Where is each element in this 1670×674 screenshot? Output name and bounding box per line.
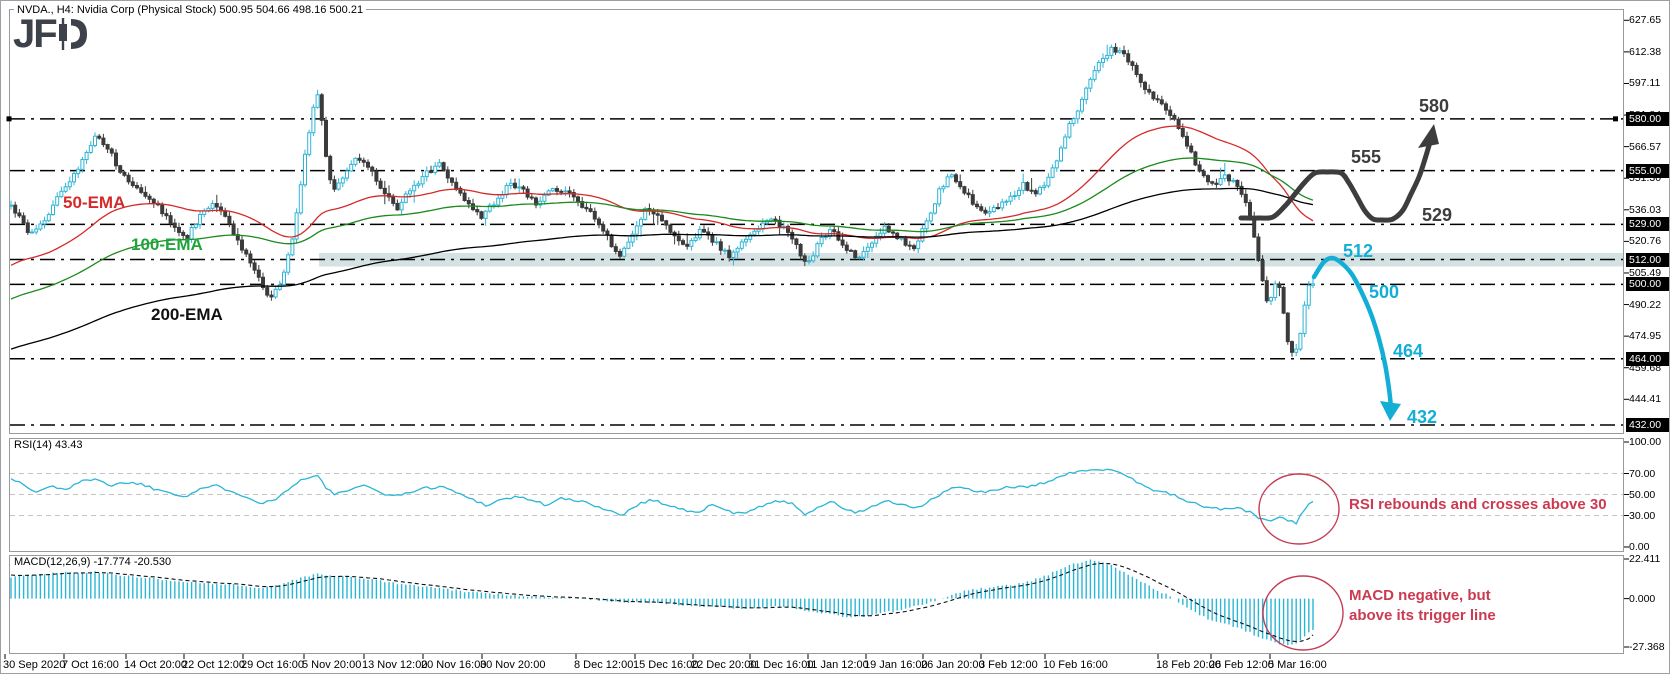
bearish-decline-arrow bbox=[1311, 255, 1394, 410]
logo-text-jf: JF bbox=[13, 12, 58, 56]
ema-lines-layer bbox=[10, 125, 1314, 350]
trendline-handle-right[interactable] bbox=[1613, 116, 1618, 122]
rsi-axis-tick: 100.00 bbox=[1629, 436, 1662, 448]
bullish-projection-arrowhead bbox=[1418, 124, 1439, 148]
macd-axis-tick: -27.368 bbox=[1629, 641, 1665, 653]
macd-axis-tick: 22.411 bbox=[1629, 553, 1661, 565]
x-axis-label: 22 Dec 20:00 bbox=[691, 659, 757, 671]
target-label-580: 580 bbox=[1419, 96, 1450, 116]
x-axis-label: 7 Oct 16:00 bbox=[62, 659, 119, 671]
x-axis-label: 29 Oct 16:00 bbox=[241, 659, 304, 671]
price-level-box-464: 464.00 bbox=[1626, 351, 1669, 366]
rsi-axis-tick: 30.00 bbox=[1629, 509, 1656, 522]
trendline-handle-left[interactable] bbox=[6, 116, 12, 122]
x-axis-label: 30 Sep 2020 bbox=[3, 659, 66, 671]
main-panel-frame bbox=[9, 9, 1624, 434]
candles-layer bbox=[10, 43, 1315, 357]
x-axis-label: 18 Feb 20:00 bbox=[1156, 659, 1221, 671]
decline-label-512: 512 bbox=[1343, 241, 1374, 261]
price-level-box-500: 500.00 bbox=[1626, 277, 1669, 292]
rsi-axis-tick: 50.00 bbox=[1629, 488, 1656, 501]
price-level-box-432: 432.00 bbox=[1626, 417, 1669, 432]
x-axis-label: 15 Dec 16:00 bbox=[633, 659, 699, 671]
price-level-box-580: 580.00 bbox=[1626, 111, 1669, 126]
macd-axis-tick: 0.000 bbox=[1629, 592, 1656, 605]
rsi-panel-frame bbox=[9, 438, 1624, 552]
price-level-box-529: 529.00 bbox=[1626, 217, 1669, 232]
macd-annotation-text-line2: above its trigger line bbox=[1349, 607, 1496, 624]
ema100-line[interactable] bbox=[10, 157, 1314, 300]
decline-label-432: 432 bbox=[1407, 407, 1438, 427]
x-axis-label: 11 Jan 12:00 bbox=[806, 659, 869, 671]
macd-annotation-text-line1: MACD negative, but bbox=[1349, 587, 1491, 604]
rsi-indicator-title: RSI(14) 43.43 bbox=[12, 439, 85, 451]
macd-indicator-title: MACD(12,26,9) -17.774 -20.530 bbox=[12, 556, 174, 568]
macd-panel-frame bbox=[9, 555, 1624, 654]
price-level-box-512: 512.00 bbox=[1626, 252, 1669, 267]
rsi-axis-tick: 70.00 bbox=[1629, 467, 1656, 480]
x-axis-label: 26 Feb 12:00 bbox=[1209, 659, 1274, 671]
chart-title: NVDA., H4: Nvidia Corp (Physical Stock) … bbox=[14, 4, 367, 16]
ema50-line[interactable] bbox=[10, 125, 1314, 266]
price-axis-tick: 505.49 bbox=[1629, 266, 1662, 279]
target-label-529: 529 bbox=[1422, 205, 1453, 225]
price-axis-tick: 612.38 bbox=[1629, 45, 1662, 58]
rsi-line bbox=[10, 468, 1314, 525]
x-axis-label: 10 Feb 16:00 bbox=[1043, 659, 1108, 671]
x-axis-label: 26 Jan 20:00 bbox=[921, 659, 985, 671]
price-axis-tick: 490.22 bbox=[1629, 298, 1662, 311]
bearish-decline-arrowhead bbox=[1380, 401, 1401, 421]
price-axis-tick: 566.57 bbox=[1629, 140, 1662, 153]
ema-label-100-ema: 100-EMA bbox=[131, 235, 203, 254]
price-level-box-555: 555.00 bbox=[1626, 163, 1669, 178]
rsi-layer bbox=[10, 468, 1314, 525]
ema-label-200-ema: 200-EMA bbox=[151, 305, 223, 324]
macd-highlight-circle bbox=[1262, 575, 1344, 651]
bullish-projection-arrow bbox=[1238, 139, 1433, 223]
macd-signal-line bbox=[10, 562, 1314, 643]
rsi-annotation-text: RSI rebounds and crosses above 30 bbox=[1349, 496, 1607, 513]
x-axis-label: 8 Dec 12:00 bbox=[574, 659, 634, 671]
price-axis-tick: 536.03 bbox=[1629, 203, 1662, 216]
x-axis-label: 31 Dec 16:00 bbox=[748, 659, 814, 671]
rsi-axis-tick: 0.00 bbox=[1629, 541, 1650, 553]
price-axis-tick: 520.76 bbox=[1629, 235, 1662, 248]
x-axis-label: 19 Jan 16:00 bbox=[864, 659, 928, 671]
logo-candle-d-icon bbox=[58, 18, 87, 50]
rsi-highlight-circle bbox=[1258, 473, 1340, 545]
ema-label-50-ema: 50-EMA bbox=[63, 193, 126, 212]
x-axis-label: 5 Nov 20:00 bbox=[302, 659, 362, 671]
target-label-555: 555 bbox=[1351, 147, 1382, 167]
x-axis-label: 22 Oct 12:00 bbox=[182, 659, 245, 671]
x-axis-label: 30 Nov 20:00 bbox=[480, 659, 546, 671]
x-axis-label: 20 Nov 16:00 bbox=[421, 659, 487, 671]
x-axis-label: 13 Nov 12:00 bbox=[362, 659, 428, 671]
price-axis-tick: 597.11 bbox=[1629, 77, 1661, 90]
price-axis-tick: 627.65 bbox=[1629, 14, 1662, 27]
price-axis-tick: 444.41 bbox=[1629, 393, 1662, 406]
x-axis-label: 3 Feb 12:00 bbox=[979, 659, 1038, 671]
x-axis-label: 5 Mar 16:00 bbox=[1268, 659, 1327, 671]
ema200-line[interactable] bbox=[10, 187, 1314, 350]
macd-layer bbox=[10, 559, 1314, 646]
decline-label-500: 500 bbox=[1369, 282, 1400, 302]
x-axis-label: 14 Oct 20:00 bbox=[124, 659, 187, 671]
decline-label-464: 464 bbox=[1393, 341, 1424, 361]
jfd-logo: JF bbox=[13, 12, 88, 56]
price-axis-tick: 474.95 bbox=[1629, 330, 1662, 343]
